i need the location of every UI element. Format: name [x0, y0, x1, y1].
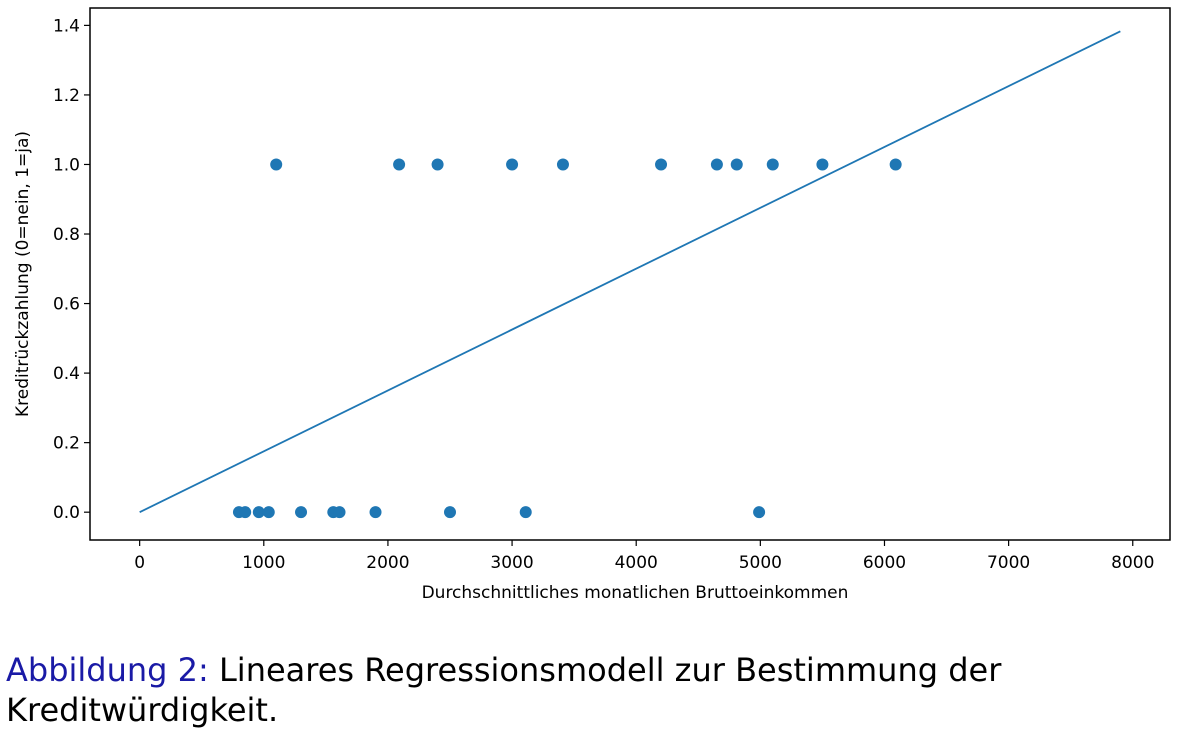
data-point	[730, 158, 743, 171]
regression-line	[139, 30, 1121, 513]
x-tick-label: 4000	[615, 553, 658, 573]
data-point	[252, 506, 265, 519]
x-axis: 0 1000 2000 3000 4000 5000 6000 7000 8000	[134, 540, 1154, 573]
x-tick-label: 8000	[1111, 553, 1154, 573]
x-tick-label: 3000	[490, 553, 533, 573]
data-point	[519, 506, 532, 519]
data-point	[556, 158, 569, 171]
x-tick-label: 0	[134, 553, 145, 573]
data-point	[766, 158, 779, 171]
chart: 0 1000 2000 3000 4000 5000 6000 7000 8000 0.0 0.2…	[13, 7, 1171, 603]
data-point	[270, 158, 283, 171]
x-tick-label: 6000	[863, 553, 906, 573]
figure-caption: Abbildung 2: Lineares Regressionsmodell …	[6, 650, 1156, 730]
data-point	[444, 506, 456, 519]
y-axis-label: Kreditrückzahlung (0=nein, 1=ja)	[13, 131, 33, 417]
data-point	[431, 158, 444, 171]
plot-frame	[89, 7, 1171, 541]
data-point	[262, 506, 275, 519]
caption-text: Lineares Regressionsmodell zur Bestimmun…	[208, 651, 1002, 689]
x-tick-label: 1000	[242, 553, 285, 573]
data-point	[295, 506, 308, 519]
data-point	[369, 506, 382, 519]
x-tick-label: 5000	[739, 553, 782, 573]
data-point	[889, 158, 902, 171]
x-tick-label: 7000	[987, 553, 1030, 573]
data-point	[816, 158, 829, 171]
y-axis: 0.0 0.2 0.4 0.6 0.8 1.0 1.2 1.4	[53, 16, 90, 523]
plot-marks	[139, 30, 1121, 519]
y-tick-label: 0.8	[53, 225, 80, 245]
y-tick-label: 0.6	[53, 295, 80, 315]
y-tick-label: 1.2	[53, 86, 80, 106]
data-point	[710, 158, 723, 171]
caption-line-2: Kreditwürdigkeit.	[6, 691, 279, 729]
data-point	[333, 506, 346, 519]
x-tick-label: 2000	[366, 553, 409, 573]
y-tick-label: 0.0	[53, 503, 80, 523]
data-point	[753, 506, 766, 519]
data-point	[655, 158, 668, 171]
y-tick-label: 0.2	[53, 434, 80, 454]
x-axis-label: Durchschnittliches monatlichen Bruttoein…	[422, 583, 849, 603]
y-tick-label: 0.4	[53, 364, 80, 384]
y-tick-label: 1.0	[53, 155, 80, 175]
caption-line-1: Abbildung 2: Lineares Regressionsmodell …	[6, 650, 1156, 690]
data-point	[393, 158, 406, 171]
caption-prefix: Abbildung 2:	[6, 651, 209, 689]
data-point	[506, 158, 519, 171]
y-tick-label: 1.4	[53, 16, 80, 36]
data-point	[239, 506, 252, 519]
